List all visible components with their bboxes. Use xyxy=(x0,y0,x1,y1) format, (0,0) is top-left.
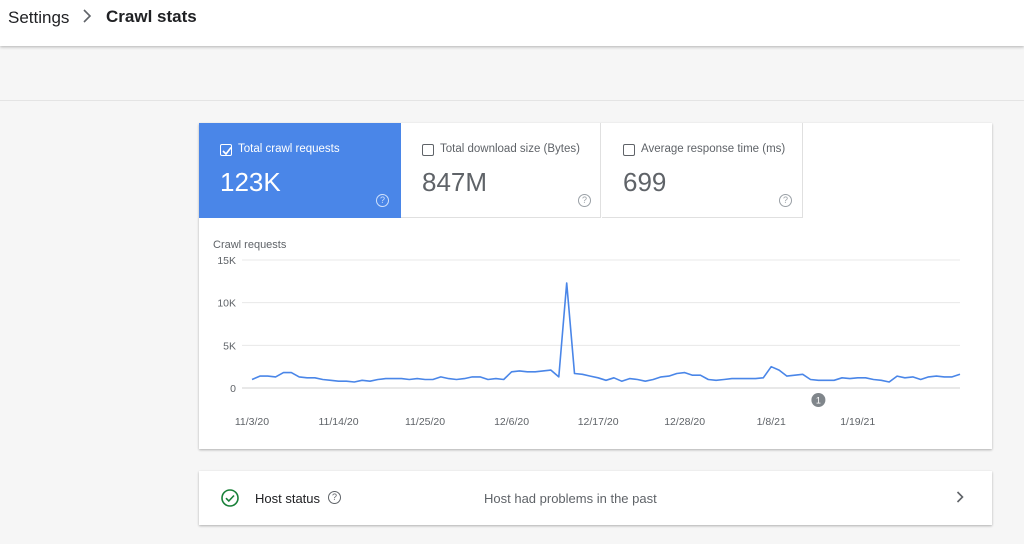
checkbox-icon[interactable] xyxy=(623,144,635,156)
y-tick-label: 10K xyxy=(217,298,236,310)
top-bar: Settings Crawl stats xyxy=(0,0,1024,46)
x-tick-label: 12/17/20 xyxy=(578,416,619,428)
crawl-stats-card: Total crawl requests 123K ? Total downlo… xyxy=(199,123,992,449)
breadcrumb-settings-link[interactable]: Settings xyxy=(8,8,70,27)
check-circle-icon xyxy=(221,489,239,512)
crawl-requests-chart: 0 5K 10K 15K 11/3/20 11/14/20 11/25/20 12/6/20 1… xyxy=(217,255,961,428)
metric-label: Total download size (Bytes) xyxy=(440,143,580,155)
host-status-message: Host had problems in the past xyxy=(484,491,657,506)
x-tick-label: 11/25/20 xyxy=(405,416,445,428)
chevron-right-icon xyxy=(82,9,92,27)
x-tick-label: 1/19/21 xyxy=(840,416,875,428)
help-icon[interactable]: ? xyxy=(376,194,389,207)
help-icon[interactable]: ? xyxy=(779,194,792,207)
toolbar-band xyxy=(0,46,1024,101)
x-tick-label: 1/8/21 xyxy=(757,416,786,428)
chevron-right-icon xyxy=(955,490,965,509)
metric-tab-average-response-time[interactable]: Average response time (ms) 699 ? xyxy=(602,123,803,218)
host-status-label: Host status xyxy=(255,491,321,506)
metric-value: 847M xyxy=(422,167,488,197)
x-tick-label: 11/14/20 xyxy=(318,416,358,428)
metric-value: 123K xyxy=(220,167,281,197)
annotation-marker xyxy=(811,393,826,407)
checkbox-checked-icon[interactable] xyxy=(220,144,232,156)
y-tick-label: 0 xyxy=(230,383,236,395)
metric-label: Average response time (ms) xyxy=(641,143,786,155)
page-title: Crawl stats xyxy=(106,7,197,26)
chart-title: Crawl requests xyxy=(213,239,287,251)
crawl-requests-line xyxy=(251,282,961,383)
annotation-label: 1 xyxy=(816,396,821,406)
metric-tab-total-download-size[interactable]: Total download size (Bytes) 847M ? xyxy=(401,123,601,218)
metric-tab-total-crawl-requests[interactable]: Total crawl requests 123K ? xyxy=(199,123,401,218)
x-tick-label: 12/6/20 xyxy=(494,416,529,428)
y-tick-label: 5K xyxy=(223,340,236,352)
metric-value: 699 xyxy=(623,167,667,197)
x-tick-label: 11/3/20 xyxy=(235,416,269,428)
x-tick-label: 12/28/20 xyxy=(664,416,705,428)
host-status-row[interactable]: Host status ? Host had problems in the p… xyxy=(199,471,992,525)
checkbox-icon[interactable] xyxy=(422,144,434,156)
y-tick-label: 15K xyxy=(217,255,236,267)
help-icon[interactable]: ? xyxy=(578,194,591,207)
metric-label: Total crawl requests xyxy=(238,143,340,155)
help-icon[interactable]: ? xyxy=(328,491,341,504)
